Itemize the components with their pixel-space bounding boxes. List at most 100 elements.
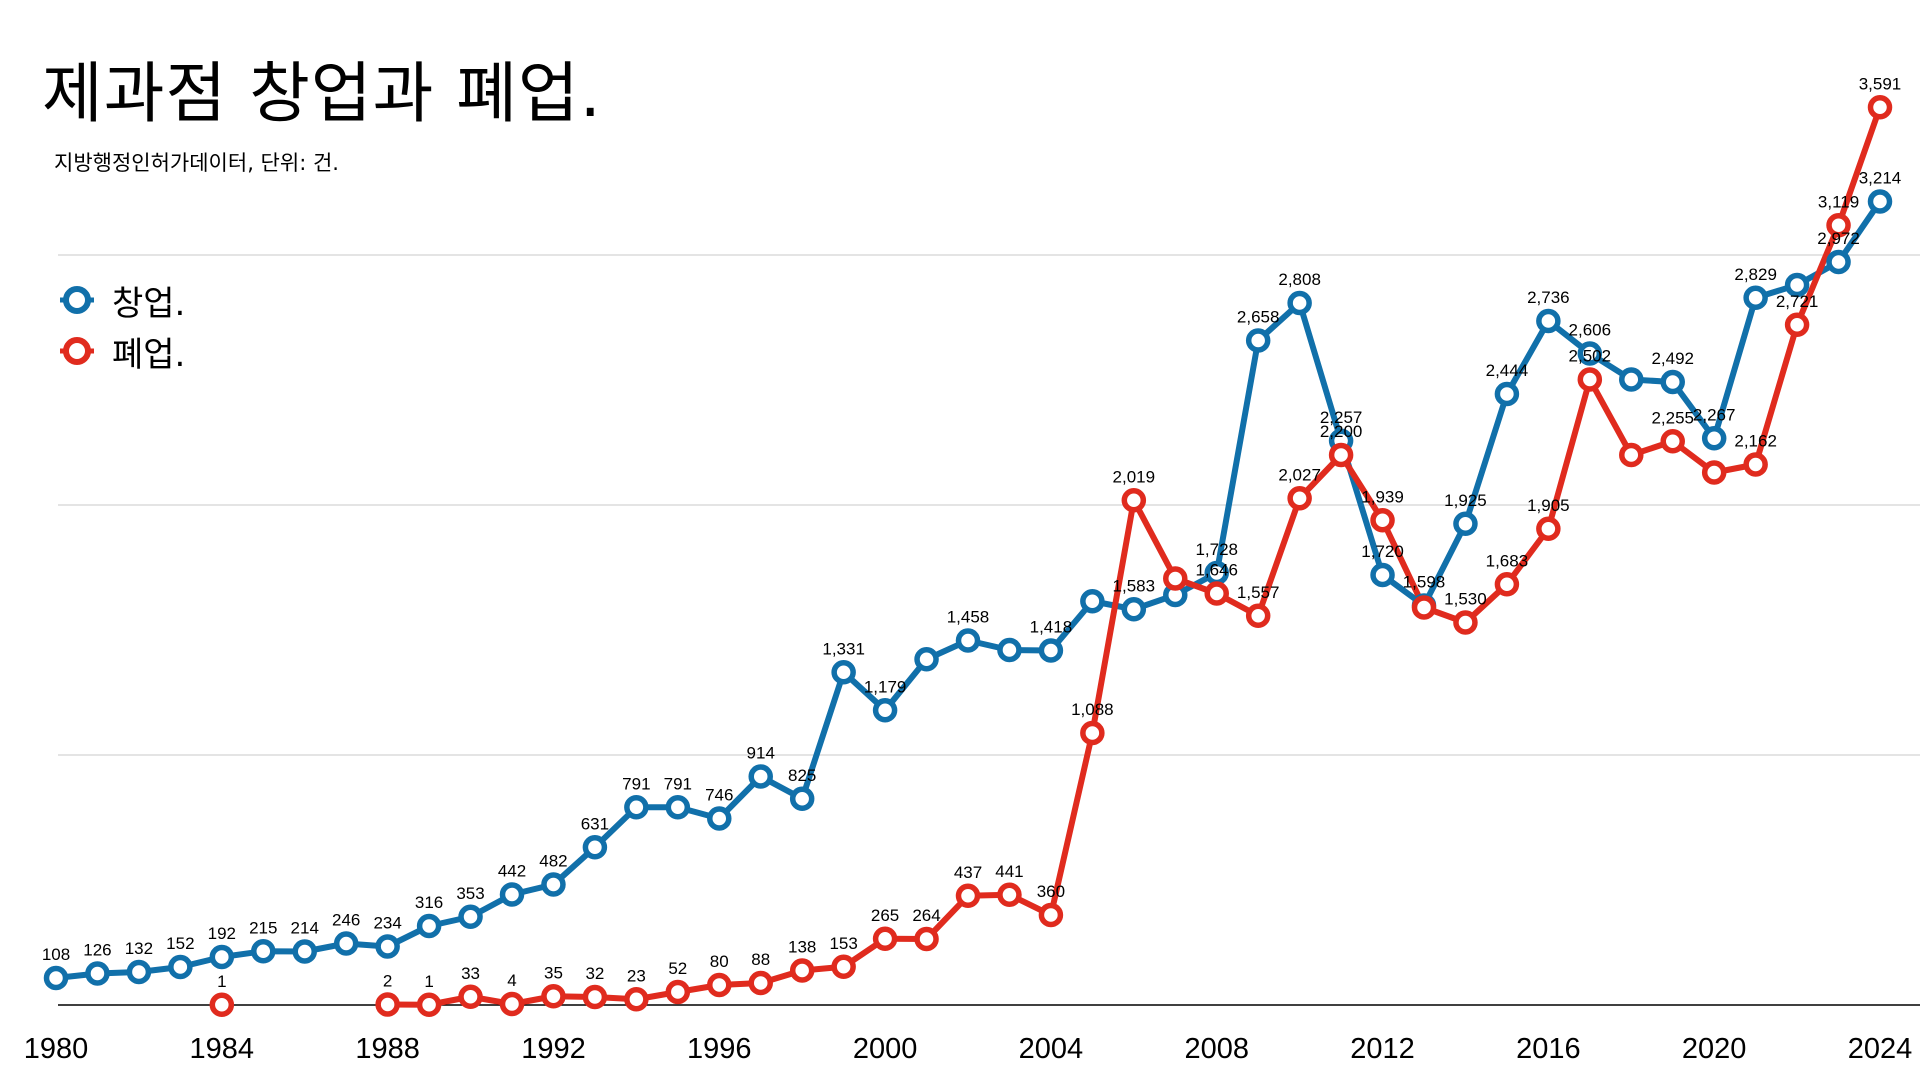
series-1-data-label-2010: 2,027 [1278,465,1321,484]
series-1-point-2024 [1867,95,1893,120]
series-0-point-1991 [499,882,525,907]
series-0-point-2006 [1121,597,1147,622]
series-1-data-label-2024: 3,591 [1859,74,1902,93]
series-0-data-label-2010: 2,808 [1278,270,1321,289]
series-0-point-1982 [126,959,152,985]
series-1-data-label-1992: 35 [544,963,563,982]
series-1-data-label-2014: 1,530 [1444,590,1487,609]
legend-marker-series-1-icon [60,337,94,365]
series-0-point-2014 [1453,511,1478,536]
series-1-data-label-2011: 2,200 [1320,422,1363,441]
x-tick-label-2020: 2020 [1682,1033,1747,1065]
series-1-data-label-1990: 33 [461,964,480,983]
series-1-data-label-2006: 2,019 [1113,467,1156,486]
series-0-data-label-2009: 2,658 [1237,308,1280,327]
series-1-point-2021 [1743,452,1768,477]
series-0-data-label-1993: 631 [581,814,609,833]
series-0-data-label-2002: 1,458 [947,608,990,627]
series-0-point-1993 [582,835,608,860]
series-0-point-1996 [707,806,732,831]
x-tick-label-2012: 2012 [1350,1033,1415,1065]
series-0-data-label-2006: 1,583 [1113,576,1156,595]
series-1-point-2019 [1660,429,1685,454]
series-1-data-label-2005: 1,088 [1071,700,1114,719]
series-1-point-2020 [1701,460,1727,485]
series-1-point-2015 [1494,572,1520,597]
series-0-point-1981 [85,961,110,986]
x-tick-label-2004: 2004 [1019,1033,1084,1065]
series-0-point-2016 [1536,308,1561,334]
series-1-data-label-2001: 264 [912,906,940,925]
series-1-point-1990 [458,984,483,1009]
series-1-data-label-1988: 2 [383,972,392,991]
series-1-data-label-2023: 3,119 [1818,192,1859,211]
series-1-point-1984 [209,992,235,1017]
series-1-data-label-2004: 360 [1037,882,1065,901]
series-0-point-1995 [665,795,691,820]
series-1-point-2010 [1287,486,1312,511]
series-1-data-label-2000: 265 [871,906,899,925]
series-0-data-label-1997: 914 [747,744,775,763]
series-1-data-label-1989: 1 [424,972,433,991]
series-0-data-label-2012: 1,720 [1361,542,1404,561]
series-0-point-1986 [292,939,317,964]
series-0-point-1998 [789,786,815,811]
series-1-data-label-1993: 32 [585,964,604,983]
series-1-point-2012 [1370,508,1395,533]
series-1-data-label-2009: 1,557 [1237,583,1280,602]
series-1-data-label-2012: 1,939 [1361,487,1404,506]
series-1-data-label-2021: 2,162 [1734,432,1777,451]
series-1-point-2013 [1411,595,1437,620]
series-0-data-label-2011: 2,257 [1320,408,1363,427]
series-1-point-1995 [665,979,691,1005]
series-0-point-1983 [168,954,193,980]
series-0-line-0 [55,199,1883,981]
series-0-data-label-2024: 3,214 [1859,169,1902,188]
x-tick-label-1988: 1988 [355,1033,420,1065]
series-0-point-2022 [1784,272,1810,298]
series-0-data-label-1987: 246 [332,911,360,930]
series-0-data-label-1985: 215 [249,918,277,937]
series-1-point-1988 [375,992,400,1017]
series-1-point-2016 [1536,516,1561,541]
series-0-point-1987 [333,931,359,956]
series-0-data-label-2013: 1,598 [1403,573,1446,592]
series-1-data-label-1991: 4 [507,971,516,990]
series-1-point-2006 [1121,488,1147,513]
series-0-data-label-2023: 2,972 [1817,229,1860,248]
series-0-data-label-1991: 442 [498,862,526,881]
series-1-point-2003 [997,882,1022,907]
series-1-point-2014 [1453,610,1478,635]
series-1-point-2002 [955,883,981,908]
series-0-data-label-2004: 1,418 [1030,618,1073,637]
series-1-data-label-2002: 437 [954,863,982,882]
x-tick-label-1980: 1980 [24,1033,89,1065]
series-1-point-2000 [872,926,898,951]
series-0-data-label-1998: 825 [788,766,816,785]
chart-title: 제과점 창업과 폐업. [42,55,602,132]
series-0-point-2003 [997,637,1022,663]
series-0-data-label-1988: 234 [373,914,401,933]
series-0-point-2012 [1370,562,1395,588]
series-1-point-2011 [1328,442,1354,468]
series-0-point-2010 [1287,290,1312,316]
x-tick-label-1996: 1996 [687,1033,752,1065]
x-tick-label-2024: 2024 [1848,1033,1913,1065]
series-0-data-label-1990: 353 [456,884,484,903]
series-0-data-label-1981: 126 [83,941,111,960]
series-1-data-label-1998: 138 [788,938,816,957]
series-0-point-2023 [1826,249,1851,275]
series-0-data-label-1982: 132 [125,939,153,958]
series-0-data-label-2019: 2,492 [1651,349,1694,368]
legend-item-series-1: 폐업. [60,328,185,375]
series-1-data-label-1999: 153 [829,934,857,953]
series-1-data-label-2008: 1,646 [1195,561,1238,580]
series-0-point-1999 [831,660,856,685]
x-tick-label-1984: 1984 [190,1033,255,1065]
series-1-data-label-2016: 1,905 [1527,496,1570,515]
series-1-point-2017 [1577,367,1603,392]
series-0-data-label-1999: 1,331 [822,639,865,658]
series-0-data-label-2020: 2,267 [1693,405,1736,424]
series-1-line-1 [387,106,1883,1008]
series-1-point-2022 [1784,312,1810,337]
